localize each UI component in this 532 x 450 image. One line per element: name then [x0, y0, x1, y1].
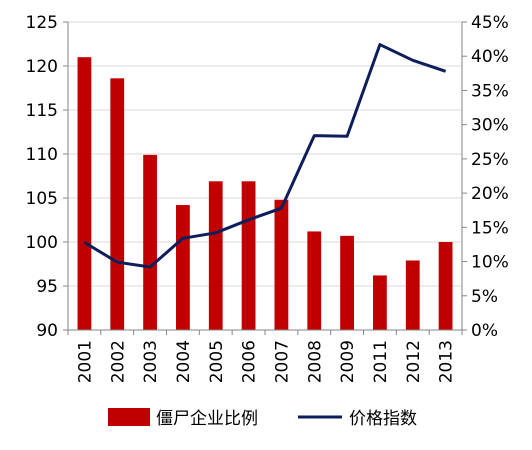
right-tick-label: 10%: [471, 253, 509, 273]
x-tick-label: 2009: [338, 340, 358, 383]
bar: [340, 235, 354, 330]
legend: 僵尸企业比例 价格指数: [108, 408, 417, 429]
left-tick-label: 125: [26, 13, 58, 33]
x-tick-label: 2002: [108, 340, 128, 383]
bar-series: [77, 57, 453, 330]
right-tick-label: 20%: [471, 184, 509, 204]
bar: [143, 154, 157, 330]
x-tick-label: 2008: [305, 340, 325, 383]
bar: [405, 260, 420, 330]
x-tick-label: 2006: [240, 340, 260, 383]
left-tick-label: 95: [36, 277, 58, 297]
left-tick-label: 100: [26, 233, 58, 253]
bar: [110, 78, 125, 330]
bar: [77, 57, 92, 330]
x-tick-label: 2001: [75, 340, 95, 383]
bar: [307, 231, 322, 330]
left-tick-label: 110: [26, 145, 58, 165]
x-tick-label: 2004: [174, 340, 194, 383]
right-tick-label: 35%: [471, 81, 509, 101]
legend-line-label: 价格指数: [349, 409, 417, 429]
left-tick-label: 90: [36, 321, 58, 341]
x-tick-label: 2007: [272, 340, 292, 383]
bar: [274, 199, 289, 330]
bar: [241, 181, 256, 330]
bar: [373, 275, 387, 330]
right-tick-label: 45%: [471, 13, 509, 33]
x-tick-label: 2012: [404, 340, 424, 383]
right-tick-label: 25%: [471, 150, 509, 170]
right-tick-label: 30%: [471, 116, 509, 136]
right-axis-tick-labels: 0% 5% 10% 15% 20% 25% 30% 35% 40% 45%: [471, 13, 509, 341]
bar: [438, 242, 453, 330]
bar: [208, 181, 223, 330]
right-tick-label: 40%: [471, 47, 509, 67]
x-tick-label: 2005: [207, 340, 227, 383]
x-tick-label: 2003: [141, 340, 161, 383]
legend-bar-swatch: [108, 408, 150, 426]
price-index-line: [83, 43, 447, 269]
x-tick-label: 2013: [437, 340, 457, 383]
left-tick-label: 105: [26, 189, 58, 209]
legend-bar-label: 僵尸企业比例: [156, 409, 258, 429]
left-tick-label: 115: [26, 101, 58, 121]
gridlines: [68, 21, 462, 331]
right-tick-label: 15%: [471, 218, 509, 238]
left-tick-label: 120: [26, 57, 58, 77]
x-axis-tick-labels: 2001 2002 2003 2004 2005 2006 2007 2008 2009 2011…: [75, 340, 456, 383]
x-tick-label: 2011: [371, 340, 391, 383]
right-tick-label: 0%: [471, 321, 498, 341]
right-tick-label: 5%: [471, 287, 498, 307]
axes: [63, 21, 467, 335]
line-series: [83, 43, 447, 269]
bar: [176, 205, 190, 330]
left-axis-tick-labels: 90 95 100 105 110 115 120 125: [26, 13, 58, 341]
